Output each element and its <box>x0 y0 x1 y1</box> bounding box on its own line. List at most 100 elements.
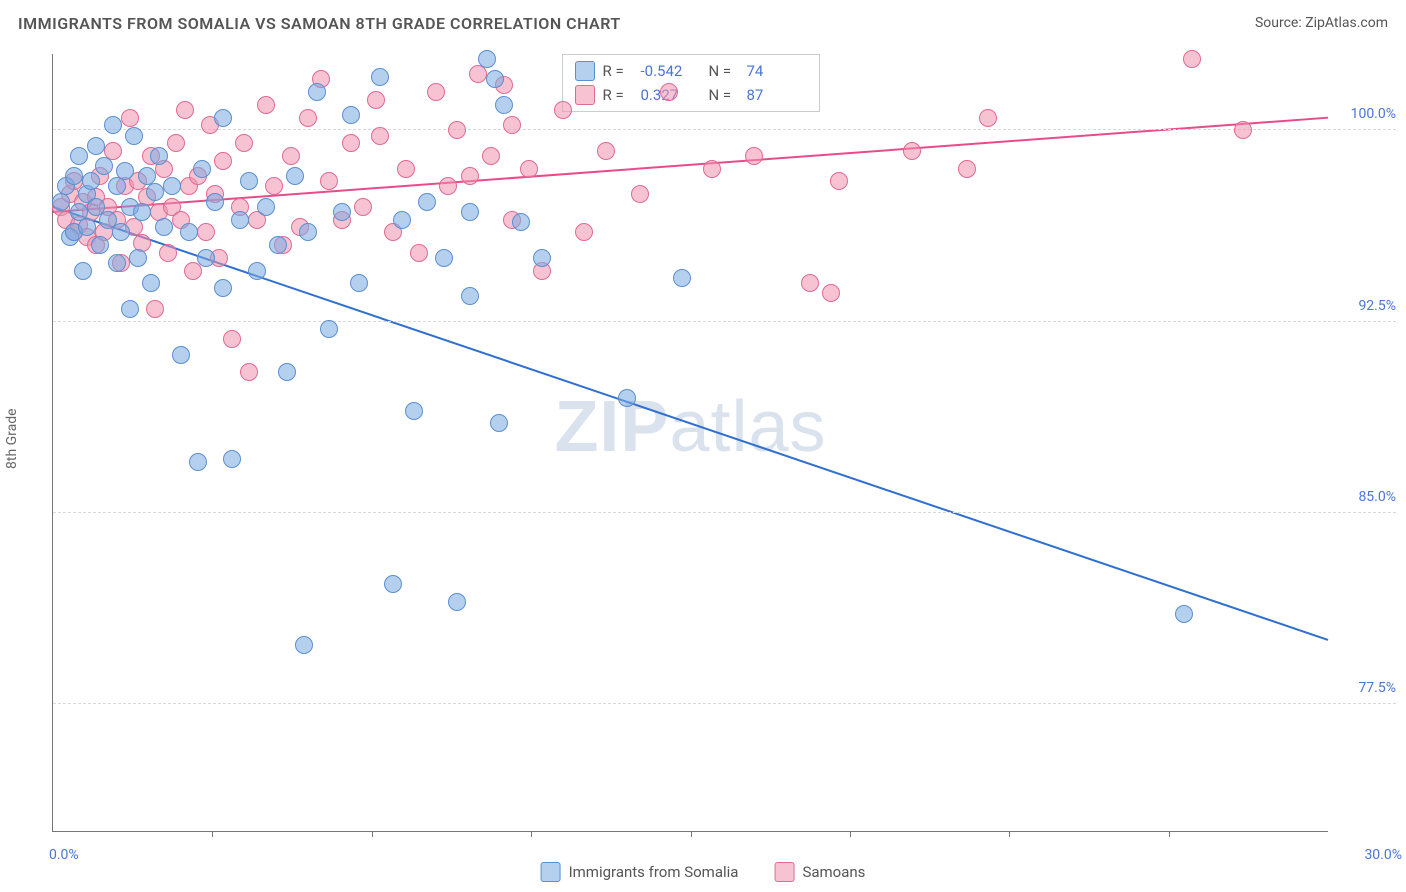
data-point-samoan <box>554 101 572 119</box>
data-point-somalia <box>52 193 70 211</box>
legend-row: R =0.327N =87 <box>575 83 807 107</box>
trendline-somalia <box>53 207 1328 640</box>
data-point-samoan <box>461 167 479 185</box>
data-point-somalia <box>308 83 326 101</box>
data-point-samoan <box>167 134 185 152</box>
data-point-somalia <box>112 223 130 241</box>
data-point-somalia <box>91 236 109 254</box>
y-tick-label: 85.0% <box>1336 489 1396 505</box>
data-point-somalia <box>418 193 436 211</box>
legend-swatch <box>575 61 595 81</box>
data-point-somalia <box>350 274 368 292</box>
data-point-samoan <box>410 244 428 262</box>
legend-series: Immigrants from Somalia Samoans <box>541 862 866 882</box>
data-point-samoan <box>520 160 538 178</box>
legend-swatch <box>575 85 595 105</box>
data-point-somalia <box>618 389 636 407</box>
data-point-samoan <box>801 274 819 292</box>
legend-label: Samoans <box>802 863 865 881</box>
data-point-somalia <box>533 249 551 267</box>
data-point-somalia <box>320 320 338 338</box>
data-point-somalia <box>180 223 198 241</box>
legend-item: Immigrants from Somalia <box>541 862 739 882</box>
data-point-somalia <box>435 249 453 267</box>
data-point-samoan <box>176 101 194 119</box>
data-point-samoan <box>257 96 275 114</box>
data-point-somalia <box>384 575 402 593</box>
x-tick <box>212 831 213 837</box>
data-point-somalia <box>278 363 296 381</box>
watermark-bold: ZIP <box>554 387 669 467</box>
data-point-somalia <box>295 636 313 654</box>
data-point-samoan <box>830 172 848 190</box>
data-point-somalia <box>371 68 389 86</box>
x-max-label: 30.0% <box>1364 847 1402 863</box>
data-point-somalia <box>342 106 360 124</box>
watermark: ZIPatlas <box>554 386 826 468</box>
gridline <box>53 703 1396 704</box>
data-point-somalia <box>70 147 88 165</box>
x-min-label: 0.0% <box>49 847 79 863</box>
data-point-somalia <box>133 203 151 221</box>
data-point-samoan <box>703 160 721 178</box>
data-point-somalia <box>673 269 691 287</box>
data-point-somalia <box>333 203 351 221</box>
gridline <box>53 129 1396 130</box>
header: IMMIGRANTS FROM SOMALIA VS SAMOAN 8TH GR… <box>0 0 1406 46</box>
data-point-somalia <box>155 218 173 236</box>
data-point-somalia <box>461 287 479 305</box>
x-tick <box>691 831 692 837</box>
data-point-somalia <box>189 453 207 471</box>
data-point-somalia <box>286 167 304 185</box>
data-point-somalia <box>108 177 126 195</box>
data-point-samoan <box>979 109 997 127</box>
data-point-somalia <box>142 274 160 292</box>
x-tick <box>1009 831 1010 837</box>
watermark-light: atlas <box>669 387 826 467</box>
data-point-somalia <box>231 211 249 229</box>
data-point-somalia <box>78 218 96 236</box>
legend-n-label: N = <box>709 83 739 107</box>
legend-swatch <box>774 862 794 882</box>
chart-title: IMMIGRANTS FROM SOMALIA VS SAMOAN 8TH GR… <box>18 14 621 33</box>
data-point-somalia <box>150 147 168 165</box>
legend-correlation: R =-0.542N =74R =0.327N =87 <box>562 54 820 112</box>
data-point-samoan <box>397 160 415 178</box>
data-point-samoan <box>503 116 521 134</box>
data-point-somalia <box>214 279 232 297</box>
data-point-somalia <box>121 300 139 318</box>
data-point-samoan <box>745 147 763 165</box>
data-point-somalia <box>146 183 164 201</box>
data-point-somalia <box>163 177 181 195</box>
data-point-samoan <box>320 172 338 190</box>
data-point-somalia <box>490 414 508 432</box>
data-point-samoan <box>427 83 445 101</box>
y-axis-label: 8th Grade <box>4 408 20 469</box>
data-point-somalia <box>125 127 143 145</box>
data-point-somalia <box>269 236 287 254</box>
data-point-somalia <box>1175 605 1193 623</box>
data-point-somalia <box>478 50 496 68</box>
legend-r-label: R = <box>603 59 633 83</box>
y-tick-label: 77.5% <box>1336 680 1396 696</box>
data-point-somalia <box>512 213 530 231</box>
data-point-somalia <box>82 172 100 190</box>
data-point-samoan <box>660 83 678 101</box>
data-point-somalia <box>257 198 275 216</box>
y-tick-label: 92.5% <box>1336 298 1396 314</box>
data-point-samoan <box>903 142 921 160</box>
legend-n-value: 74 <box>747 59 807 83</box>
data-point-samoan <box>159 244 177 262</box>
gridline <box>53 512 1396 513</box>
legend-r-label: R = <box>603 83 633 107</box>
data-point-somalia <box>104 116 122 134</box>
data-point-somalia <box>193 160 211 178</box>
data-point-somalia <box>95 157 113 175</box>
data-point-somalia <box>116 162 134 180</box>
data-point-somalia <box>74 262 92 280</box>
data-point-somalia <box>405 402 423 420</box>
chart: 8th Grade ZIPatlas R =-0.542N =74R =0.32… <box>0 46 1406 892</box>
data-point-somalia <box>393 211 411 229</box>
source-link[interactable]: ZipAtlas.com <box>1305 15 1388 31</box>
data-point-somalia <box>108 254 126 272</box>
